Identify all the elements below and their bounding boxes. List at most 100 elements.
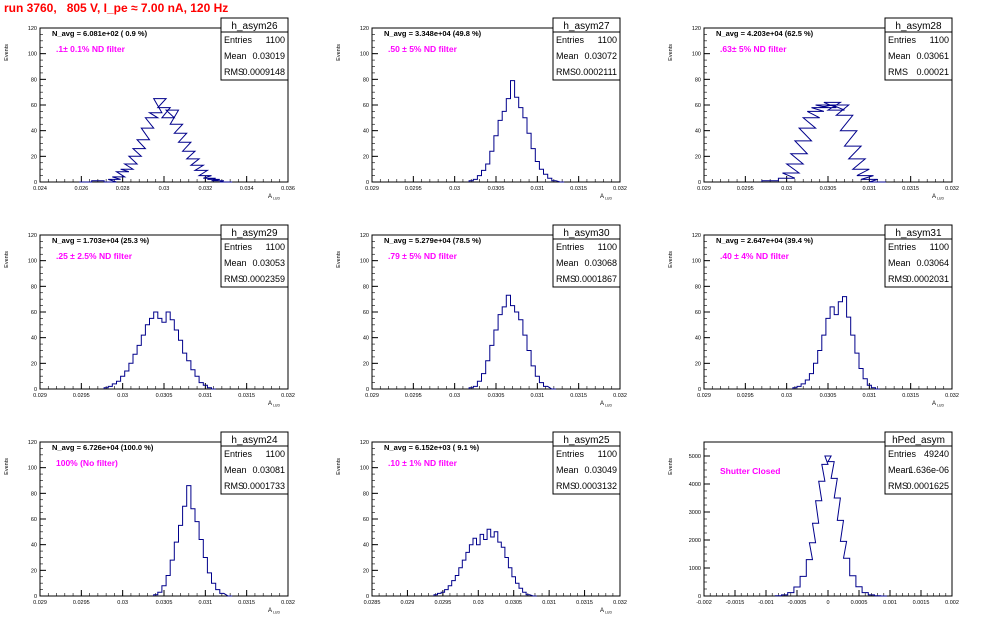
histogram-pad: 0 20 40 60 80 100 120 0.029 0.0295 0.03 0.0305 0.03… <box>668 224 959 408</box>
y-tick-label: 80 <box>363 284 369 290</box>
x-tick-label: 0.031 <box>530 186 544 192</box>
y-tick-label: 60 <box>31 103 37 109</box>
x-tick-label: 0.03 <box>159 186 170 192</box>
stats-box-title: h_asym26 <box>231 21 278 32</box>
y-axis-label: Events <box>4 251 10 268</box>
y-tick-label: 20 <box>31 568 37 574</box>
x-tick-label: 0.032 <box>613 393 627 399</box>
stats-box-title: h_asym25 <box>563 435 610 446</box>
stats-label: RMS <box>888 274 908 284</box>
stats-value: 0.0001867 <box>574 274 617 284</box>
y-tick-label: 60 <box>695 310 701 316</box>
x-tick-label: 0.026 <box>74 186 88 192</box>
stats-box-title: h_asym29 <box>231 228 278 239</box>
histogram-line <box>468 294 556 390</box>
x-tick-label: 0.03 <box>449 393 460 399</box>
navg-label: N_avg = 2.647e+04 (39.4 %) <box>716 236 814 245</box>
y-tick-label: 3000 <box>689 510 701 516</box>
stats-label: Mean <box>556 51 579 61</box>
x-tick-label: 0.029 <box>365 186 379 192</box>
x-tick-label: 0.03 <box>117 600 128 606</box>
x-axis-label: A LUD <box>932 401 944 408</box>
stats-box: h_asym24 Entries 1100 Mean 0.03081 RMS0.00017… <box>220 431 289 495</box>
stats-box: h_asym30 Entries 1100 Mean 0.03068 RMS0.00018… <box>552 224 621 288</box>
stats-label: Mean <box>556 465 579 475</box>
filter-label: Shutter Closed <box>720 466 780 476</box>
y-axis-label: Events <box>668 458 674 475</box>
x-tick-label: 0.029 <box>401 600 415 606</box>
x-tick-label: -0.001 <box>758 600 774 606</box>
y-axis-label: Events <box>336 44 342 61</box>
x-tick-label: 0.0305 <box>820 393 837 399</box>
stats-value: 1100 <box>598 449 617 459</box>
stats-label: Mean <box>224 51 247 61</box>
y-tick-label: 60 <box>695 103 701 109</box>
x-tick-label: 0.0305 <box>156 600 173 606</box>
run-title: run 3760, 805 V, I_pe ≈ 7.00 nA, 120 Hz <box>4 1 229 15</box>
x-tick-label: 0.0315 <box>576 600 593 606</box>
y-tick-label: 4000 <box>689 482 701 488</box>
x-tick-label: 0.0315 <box>570 393 587 399</box>
x-tick-label: 0.03 <box>781 393 792 399</box>
x-tick-label: 0.036 <box>281 186 295 192</box>
y-tick-label: 20 <box>31 154 37 160</box>
x-axis-label: A LUD <box>268 401 280 408</box>
stats-box-title: h_asym30 <box>563 228 610 239</box>
x-tick-label: 0.024 <box>33 186 47 192</box>
y-tick-label: 100 <box>692 52 701 58</box>
x-tick-label: 0.029 <box>33 393 47 399</box>
stats-box-frame <box>552 224 621 288</box>
x-tick-label: 0.0295 <box>737 393 754 399</box>
x-axis-label: A LUD <box>268 608 280 615</box>
stats-value: 1100 <box>266 449 285 459</box>
y-tick-label: 120 <box>28 26 37 32</box>
y-axis-label: Events <box>336 458 342 475</box>
y-tick-label: 40 <box>695 129 701 135</box>
stats-value: 0.0002111 <box>576 67 617 77</box>
y-tick-label: 2000 <box>689 538 701 544</box>
stats-value: 0.0003132 <box>574 481 617 491</box>
y-axis-label: Events <box>4 44 10 61</box>
stats-value: 0.03068 <box>584 258 617 268</box>
filter-label: .40 ± 4% ND filter <box>720 251 790 261</box>
x-axis-label: A LUD <box>268 194 280 201</box>
stats-value: 0.0002031 <box>906 274 949 284</box>
stats-label: Entries <box>224 35 253 45</box>
y-axis-label: Events <box>4 458 10 475</box>
y-tick-label: 40 <box>363 336 369 342</box>
stats-value: 0.03061 <box>916 51 949 61</box>
stats-value: 0.0001625 <box>906 481 949 491</box>
stats-value: 0.03019 <box>252 51 285 61</box>
x-tick-label: 0.0305 <box>156 393 173 399</box>
stats-label: RMS <box>556 481 576 491</box>
y-tick-label: 80 <box>695 77 701 83</box>
x-tick-label: 0.032 <box>613 186 627 192</box>
stats-box: h_asym29 Entries 1100 Mean 0.03053 RMS0.00023… <box>220 224 289 288</box>
x-tick-label: 0.031 <box>530 393 544 399</box>
y-tick-label: 80 <box>31 284 37 290</box>
y-tick-label: 40 <box>31 129 37 135</box>
x-axis-label: A LUD <box>600 608 612 615</box>
y-tick-label: 120 <box>28 440 37 446</box>
stats-box-frame <box>220 224 289 288</box>
x-tick-label: 0.0315 <box>902 393 919 399</box>
x-tick-label: 0.029 <box>33 600 47 606</box>
x-tick-label: 0.03 <box>473 600 484 606</box>
x-axis-label: A LUD <box>600 194 612 201</box>
y-tick-label: 120 <box>360 233 369 239</box>
filter-label: 100% (No filter) <box>56 458 118 468</box>
x-tick-label: 0.034 <box>240 186 254 192</box>
stats-value: 0.00021 <box>916 67 949 77</box>
x-tick-label: 0.0315 <box>570 186 587 192</box>
x-tick-label: 0.0305 <box>505 600 522 606</box>
stats-label: Mean <box>888 258 911 268</box>
y-tick-label: 5000 <box>689 454 701 460</box>
navg-label: N_avg = 1.703e+04 (25.3 %) <box>52 236 150 245</box>
x-tick-label: -0.0015 <box>726 600 745 606</box>
x-tick-label: 0 <box>826 600 829 606</box>
y-tick-label: 100 <box>360 466 369 472</box>
y-tick-label: 120 <box>692 233 701 239</box>
x-tick-label: 0.0295 <box>737 186 754 192</box>
y-tick-label: 0 <box>34 387 37 393</box>
x-axis-label-sub: LUD <box>272 197 280 201</box>
